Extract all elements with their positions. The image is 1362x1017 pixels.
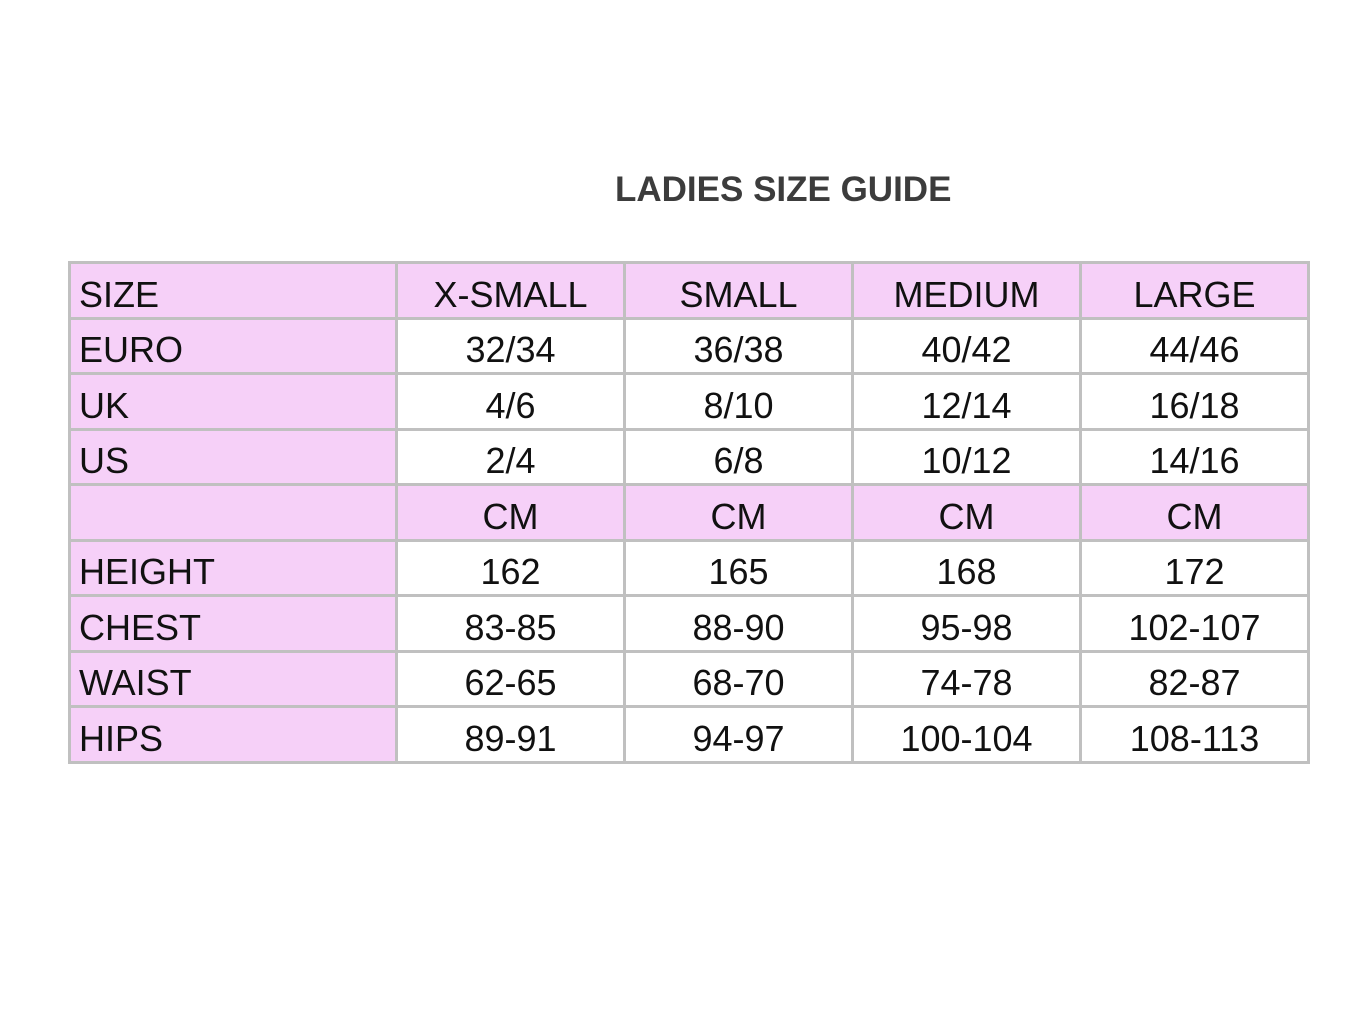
- table-cell: 14/16: [1079, 427, 1310, 486]
- row-label: EURO: [68, 316, 398, 375]
- table-cell: 12/14: [851, 372, 1082, 431]
- table-cell: 165: [623, 538, 854, 597]
- table-cell: X-SMALL: [395, 261, 626, 320]
- table-row: HIPS 89-91 94-97 100-104 108-113: [68, 705, 1310, 764]
- table-cell: 94-97: [623, 705, 854, 764]
- row-label: CHEST: [68, 594, 398, 653]
- table-cell: 4/6: [395, 372, 626, 431]
- table-cell: CM: [1079, 483, 1310, 542]
- table-cell: 32/34: [395, 316, 626, 375]
- table-cell: 82-87: [1079, 649, 1310, 708]
- table-cell: MEDIUM: [851, 261, 1082, 320]
- table-cell: 102-107: [1079, 594, 1310, 653]
- table-cell: SMALL: [623, 261, 854, 320]
- row-label: US: [68, 427, 398, 486]
- table-cell: 36/38: [623, 316, 854, 375]
- table-cell: 108-113: [1079, 705, 1310, 764]
- row-label: SIZE: [68, 261, 398, 320]
- table-cell: 83-85: [395, 594, 626, 653]
- table-cell: 162: [395, 538, 626, 597]
- title-text: LADIES SIZE GUIDE: [615, 170, 952, 209]
- table-row: WAIST 62-65 68-70 74-78 82-87: [68, 649, 1310, 708]
- row-label: WAIST: [68, 649, 398, 708]
- table-row: HEIGHT 162 165 168 172: [68, 538, 1310, 597]
- table-cell: 89-91: [395, 705, 626, 764]
- table-cell: CM: [395, 483, 626, 542]
- table-cell: 62-65: [395, 649, 626, 708]
- row-label: HIPS: [68, 705, 398, 764]
- row-label: [68, 483, 398, 542]
- table-cell: 100-104: [851, 705, 1082, 764]
- table-cell: 8/10: [623, 372, 854, 431]
- table-cell: 68-70: [623, 649, 854, 708]
- table-row: CM CM CM CM: [68, 483, 1310, 542]
- table-cell: 88-90: [623, 594, 854, 653]
- table-row: CHEST 83-85 88-90 95-98 102-107: [68, 594, 1310, 653]
- table-cell: 10/12: [851, 427, 1082, 486]
- table-cell: 172: [1079, 538, 1310, 597]
- table-row: SIZE X-SMALL SMALL MEDIUM LARGE: [68, 261, 1310, 320]
- table-cell: 95-98: [851, 594, 1082, 653]
- table-cell: 6/8: [623, 427, 854, 486]
- table-cell: 16/18: [1079, 372, 1310, 431]
- table-cell: LARGE: [1079, 261, 1310, 320]
- row-label: HEIGHT: [68, 538, 398, 597]
- table-cell: CM: [851, 483, 1082, 542]
- table-cell: CM: [623, 483, 854, 542]
- table-cell: 44/46: [1079, 316, 1310, 375]
- table-row: EURO 32/34 36/38 40/42 44/46: [68, 316, 1310, 375]
- table-row: US 2/4 6/8 10/12 14/16: [68, 427, 1310, 486]
- size-guide-table: SIZE X-SMALL SMALL MEDIUM LARGE EURO 32/34 36/3…: [68, 261, 1310, 764]
- table-cell: 74-78: [851, 649, 1082, 708]
- table-row: UK 4/6 8/10 12/14 16/18: [68, 372, 1310, 431]
- table-cell: 40/42: [851, 316, 1082, 375]
- table-cell: 2/4: [395, 427, 626, 486]
- row-label: UK: [68, 372, 398, 431]
- table-cell: 168: [851, 538, 1082, 597]
